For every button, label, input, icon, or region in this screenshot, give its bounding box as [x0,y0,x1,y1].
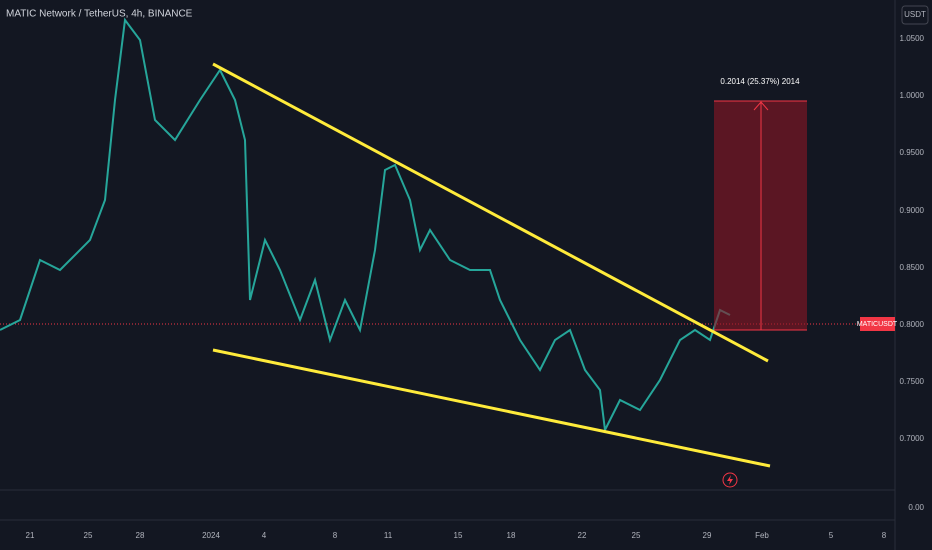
date-label: 2024 [202,531,220,540]
date-label: 21 [26,531,35,540]
date-label: 8 [882,531,887,540]
date-label: 4 [262,531,267,540]
price-label: 0.7500 [900,377,925,386]
date-label: 8 [333,531,338,540]
price-label: 0.8000 [900,320,925,329]
price-label: 0.9500 [900,148,925,157]
date-label: Feb [755,531,769,540]
price-label: 0.8500 [900,263,925,272]
price-label: 1.0500 [900,34,925,43]
symbol-title: MATIC Network / TetherUS, 4h, BINANCE [6,9,193,20]
date-label: 18 [507,531,516,540]
date-label: 25 [632,531,641,540]
price-label: 0.9000 [900,206,925,215]
currency-label: USDT [904,10,926,19]
price-label: 1.0000 [900,91,925,100]
date-label: 25 [84,531,93,540]
time-axis: 21 25 28 2024 4 8 11 15 18 22 25 29 Feb 5 8 [26,531,887,540]
measure-annotation: 0.2014 (25.37%) 2014 [720,77,800,86]
lower-trendline [212,348,771,468]
price-trace [0,17,731,434]
currency-box[interactable] [901,5,929,25]
upper-trendline [212,62,769,363]
price-label: 0.7000 [900,434,925,443]
date-label: 22 [578,531,587,540]
date-label: 5 [829,531,834,540]
price-tag: MATICUSDT [857,321,898,328]
date-label: 28 [136,531,145,540]
alert-icon[interactable] [722,472,738,488]
alert-bolt [727,475,733,485]
arrow-head [753,101,769,111]
date-label: 15 [454,531,463,540]
price-axis: 1.0500 1.0000 0.9500 0.9000 0.8500 0.8000 0.75… [900,34,925,512]
price-tag-box [860,317,895,331]
date-label: 11 [384,531,393,540]
price-label: 0.00 [908,503,924,512]
date-label: 29 [703,531,712,540]
